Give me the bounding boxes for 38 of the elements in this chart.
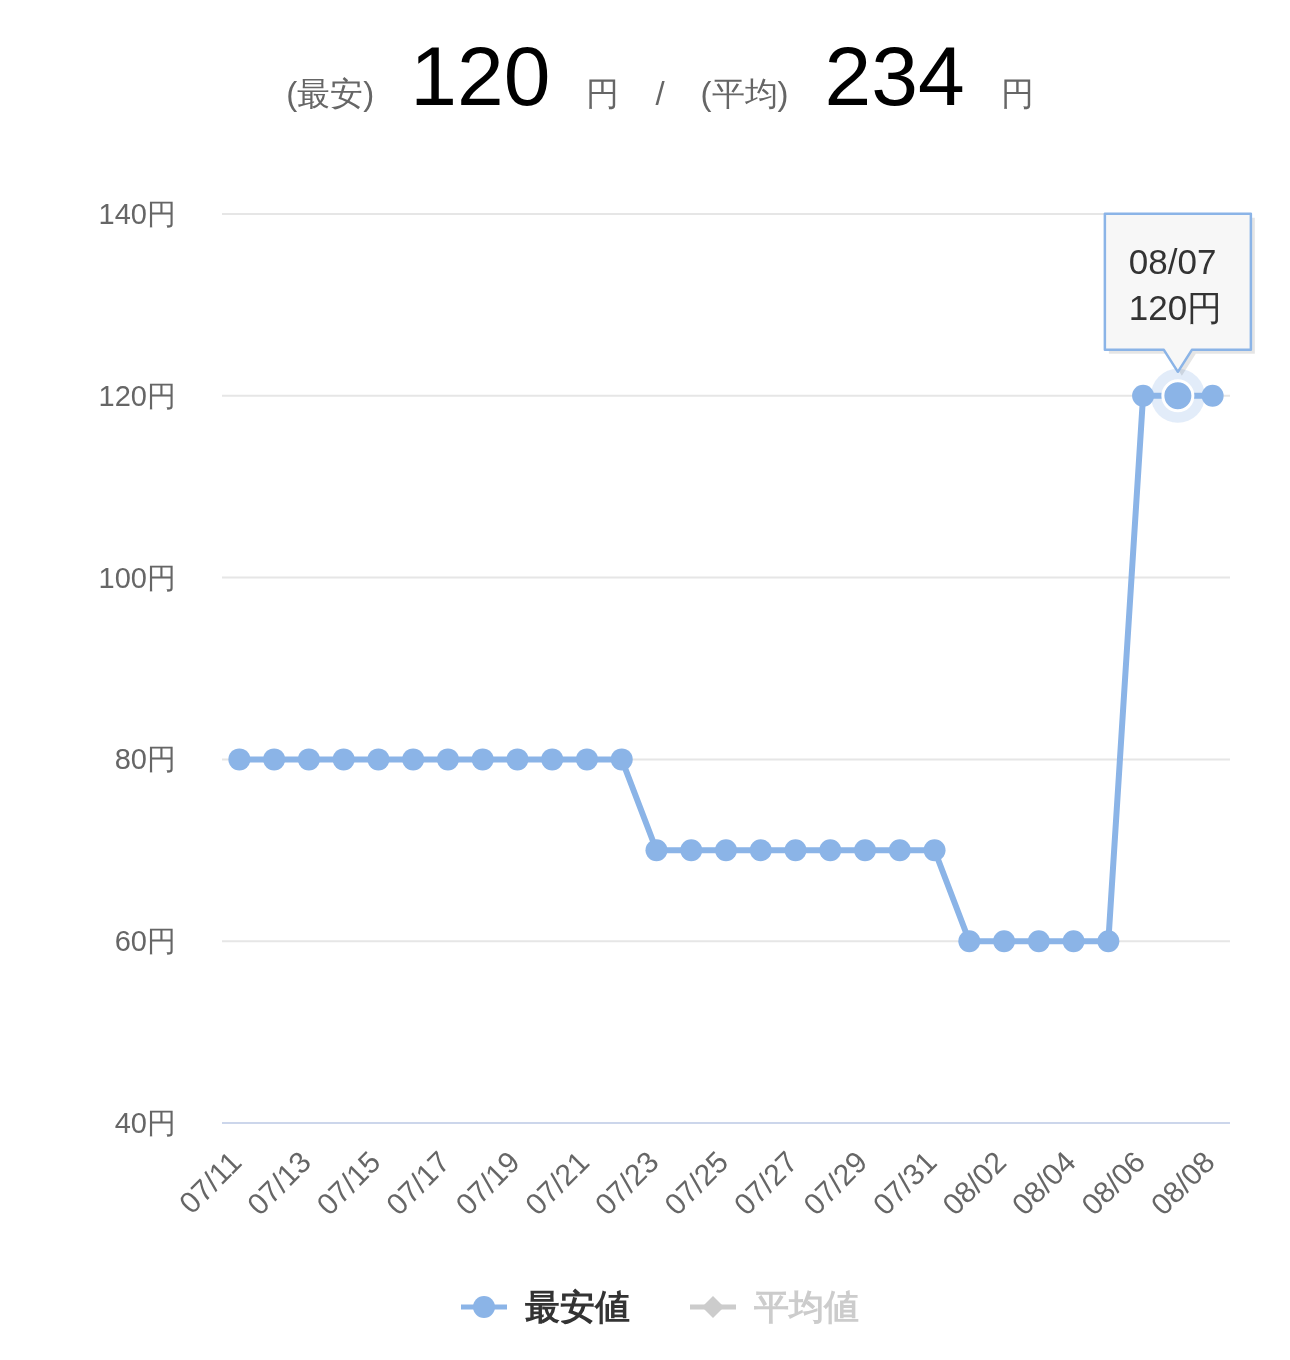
point bbox=[1027, 930, 1050, 953]
point bbox=[367, 748, 390, 771]
point bbox=[680, 839, 703, 862]
y-tick-label: 80円 bbox=[114, 743, 176, 776]
title: (最安) 120 円 / (平均) 234 円 bbox=[286, 29, 1034, 123]
point bbox=[506, 748, 529, 771]
y-tick-label: 100円 bbox=[98, 561, 176, 594]
annotation: 08/07 120円 bbox=[1128, 241, 1223, 327]
point bbox=[1132, 384, 1155, 407]
point bbox=[436, 748, 459, 771]
point bbox=[1201, 384, 1224, 407]
point bbox=[854, 839, 877, 862]
point bbox=[958, 930, 981, 953]
point bbox=[402, 748, 425, 771]
point bbox=[228, 748, 251, 771]
point bbox=[784, 839, 807, 862]
y-tick-label: 140円 bbox=[98, 198, 176, 230]
point bbox=[888, 839, 911, 862]
point bbox=[993, 930, 1016, 953]
point bbox=[541, 748, 564, 771]
point bbox=[610, 748, 633, 771]
point bbox=[645, 839, 668, 862]
y-tick-label: 120円 bbox=[98, 379, 176, 412]
point bbox=[819, 839, 842, 862]
point bbox=[471, 748, 494, 771]
point bbox=[332, 748, 355, 771]
point bbox=[263, 748, 286, 771]
y-tick-label: 60円 bbox=[114, 925, 176, 958]
y-tick-label: 40円 bbox=[114, 1107, 176, 1139]
point bbox=[715, 839, 737, 862]
point bbox=[575, 748, 598, 771]
point bbox=[749, 839, 772, 862]
legend-label: 最安値 bbox=[525, 1287, 630, 1326]
annotation: 08/07 120円 bbox=[1103, 212, 1255, 376]
point bbox=[923, 839, 946, 862]
point bbox=[1097, 930, 1120, 953]
point bbox=[1062, 930, 1085, 953]
point bbox=[297, 748, 320, 771]
